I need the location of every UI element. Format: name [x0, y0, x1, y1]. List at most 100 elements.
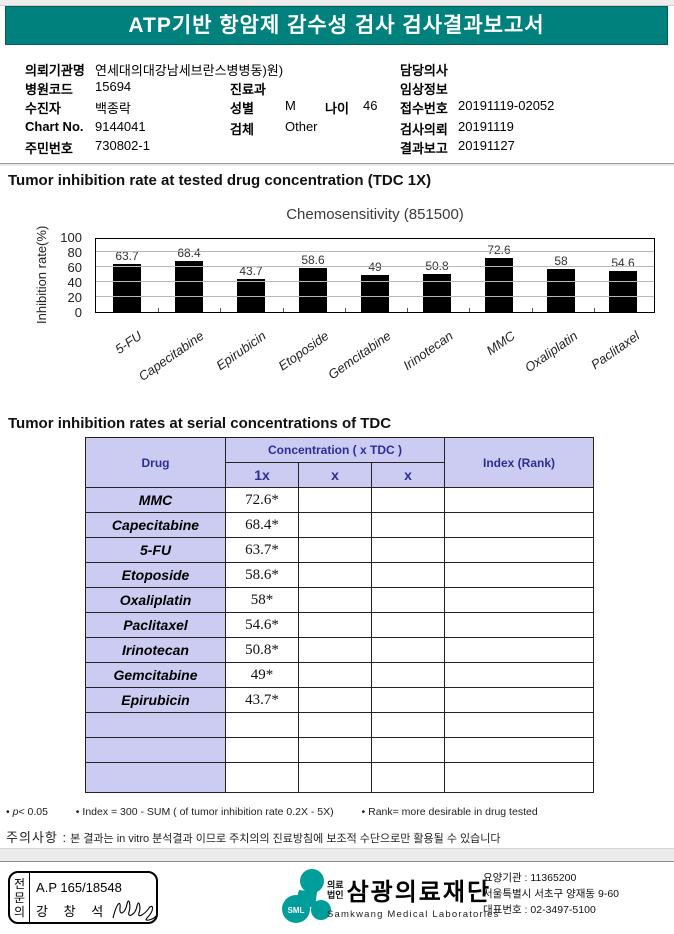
chart-bar-slot: 49: [344, 239, 406, 312]
chart-bar: [175, 260, 203, 312]
drug-name-cell: Epirubicin: [85, 687, 226, 713]
dept-label: 진료과: [230, 82, 266, 97]
age-label: 나이: [325, 101, 349, 116]
chart-bar: [113, 264, 141, 312]
concentration-1x-cell: 58.6*: [225, 562, 299, 588]
bullet: •: [361, 806, 366, 818]
y-tick-label: 0: [74, 305, 82, 320]
concentration-x-cell: [298, 687, 372, 713]
drug-name-cell: MMC: [85, 487, 226, 513]
col-header-index: Index (Rank): [444, 437, 594, 488]
caution-label: 주의사항 :: [6, 830, 68, 845]
chart-no-label: Chart No.: [25, 119, 84, 134]
table-row: Irinotecan 50.8*: [85, 637, 594, 663]
concentration-x-cell: [371, 637, 445, 663]
drug-table-body: MMC 72.6* Capecitabine 68.4* 5-FU 63.7* Etopos…: [85, 487, 594, 793]
concentration-x-cell: [298, 737, 372, 763]
receipt-no-value: 20191119-02052: [458, 98, 555, 113]
col-header-concentration: Concentration ( x TDC ): [225, 437, 445, 463]
org-type-label: 의료 법인: [327, 879, 344, 900]
y-tick-label: 60: [67, 260, 82, 275]
y-tick-label: 100: [60, 230, 82, 245]
org-label: 의뢰기관명: [25, 63, 85, 78]
concentration-1x-cell: 68.4*: [225, 512, 299, 538]
drug-name-cell: Irinotecan: [85, 637, 226, 663]
drug-name-cell: [85, 737, 226, 763]
concentration-x-cell: [298, 612, 372, 638]
col-header-x3: x: [371, 462, 445, 488]
caution-text: 본 결과는 in vitro 분석결과 이므로 주치의의 진료방침에 보조적 수…: [70, 833, 501, 845]
drug-name-cell: [85, 712, 226, 738]
footnote-p-italic: p: [12, 806, 19, 818]
age-value: 46: [363, 98, 378, 113]
drug-name-cell: Paclitaxel: [85, 612, 226, 638]
specialist-role-label: 전문의: [10, 873, 31, 922]
x-axis-label: Gemcitabine: [325, 328, 394, 383]
concentration-x-cell: [298, 562, 372, 588]
concentration-x-cell: [371, 512, 445, 538]
concentration-x-cell: [371, 687, 445, 713]
index-rank-cell: [444, 712, 594, 738]
patient-value: 백종락: [95, 101, 131, 116]
caution-note: 주의사항 : 본 결과는 in vitro 분석결과 이므로 주치의의 진료방침…: [6, 827, 671, 846]
x-axis-label: MMC: [484, 328, 519, 359]
concentration-x-cell: [298, 712, 372, 738]
chart-bar-value: 68.4: [177, 245, 201, 260]
gridline: [96, 266, 654, 267]
x-axis-tick: [469, 308, 471, 312]
y-tick-label: 40: [67, 275, 82, 290]
index-rank-cell: [444, 687, 594, 713]
table-row: Oxaliplatin 58*: [85, 587, 594, 613]
chart-bar-value: 63.7: [115, 249, 139, 264]
index-rank-cell: [444, 637, 594, 663]
x-axis-label: Paclitaxel: [588, 328, 643, 373]
chart-bar-value: 50.8: [425, 258, 449, 273]
col-header-1x: 1x: [225, 462, 299, 488]
sex-value: M: [285, 98, 296, 113]
sml-logo-text: SML: [288, 906, 305, 915]
table-row-empty: [85, 737, 594, 763]
chart-bar-slot: 58.6: [282, 239, 344, 312]
info-row: 병원코드 15694 진료과 임상정보: [0, 79, 674, 97]
index-rank-cell: [444, 612, 594, 638]
lab-contact-info: 요양기관 : 11365200 서울특별시 서초구 양재동 9-60 대표번호 …: [483, 870, 619, 918]
top-strip: [0, 0, 674, 6]
index-rank-cell: [444, 587, 594, 613]
chart-bar-value: 43.7: [239, 264, 263, 279]
footnotes: • p< 0.05 • Index = 300 - SUM ( of tumor…: [6, 806, 671, 818]
concentration-x-cell: [371, 487, 445, 513]
specimen-value: Other: [285, 119, 318, 134]
info-row: Chart No. 9144041 검체 Other 검사의뢰 20191119: [0, 119, 674, 137]
report-date-value: 20191127: [458, 138, 515, 153]
x-axis-label: Etoposide: [275, 328, 332, 374]
concentration-1x-cell: 49*: [225, 662, 299, 688]
signature-icon: [112, 900, 157, 921]
chart-section-title: Tumor inhibition rate at tested drug con…: [8, 172, 432, 189]
col-header-x2: x: [298, 462, 372, 488]
lab-identity: 의료 법인 삼광의료재단 Samkwang Medical Laboratori…: [327, 872, 500, 920]
concentration-x-cell: [298, 587, 372, 613]
specialist-info: A.P 165/18548 강 창 석: [30, 873, 163, 922]
chart-no-value: 9144041: [95, 119, 146, 134]
concentration-1x-cell: 43.7*: [225, 687, 299, 713]
drug-name-cell: Capecitabine: [85, 512, 226, 538]
x-axis-tick: [220, 308, 222, 312]
resident-id-value: 730802-1: [95, 138, 150, 153]
index-rank-cell: [444, 537, 594, 563]
table-row: Gemcitabine 49*: [85, 662, 594, 688]
bullet: •: [6, 806, 10, 818]
concentration-x-cell: [298, 487, 372, 513]
info-row: 수진자 백종락 성별 M 나이 46 접수번호 20191119-02052: [0, 98, 674, 116]
x-axis-tick: [158, 308, 160, 312]
y-axis-ticks: 0 20 40 60 80 100: [48, 231, 90, 319]
drug-name-cell: [85, 762, 226, 793]
chart-bar: [237, 279, 265, 312]
footer: 전문의 A.P 165/18548 강 창 석 SML 의료: [0, 866, 674, 932]
specialist-license: A.P 165/18548: [36, 880, 122, 895]
concentration-x-cell: [371, 537, 445, 563]
drug-name-cell: Gemcitabine: [85, 662, 226, 688]
chart-bar-slot: 72.6: [468, 239, 530, 312]
concentration-1x-cell: 54.6*: [225, 612, 299, 638]
concentration-1x-cell: 63.7*: [225, 537, 299, 563]
patient-info-section: 의뢰기관명 연세대의대강남세브란스병병동)원) 담당의사 병원코드 15694 …: [0, 50, 674, 162]
